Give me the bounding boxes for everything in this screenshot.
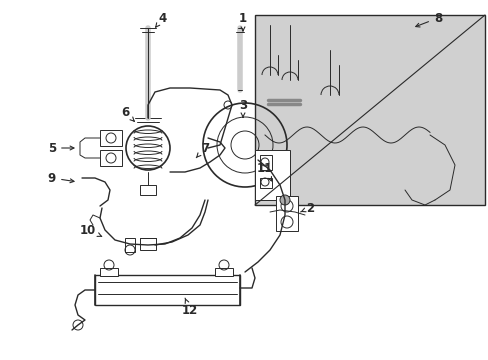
Text: 10: 10 <box>80 224 102 237</box>
Text: 1: 1 <box>239 12 246 31</box>
Text: 3: 3 <box>239 99 246 117</box>
Text: 8: 8 <box>415 12 441 27</box>
Text: 2: 2 <box>300 202 313 215</box>
Bar <box>275 196 297 231</box>
Bar <box>100 150 122 166</box>
Circle shape <box>280 195 289 205</box>
Bar <box>95 275 240 305</box>
Bar <box>254 15 484 205</box>
Text: 6: 6 <box>121 105 134 121</box>
Bar <box>215 268 232 276</box>
Bar <box>254 150 289 200</box>
Bar <box>100 130 122 146</box>
Text: 12: 12 <box>182 298 198 316</box>
Text: 11: 11 <box>256 162 273 181</box>
Text: 5: 5 <box>48 141 74 154</box>
Bar <box>125 238 135 252</box>
Bar <box>100 268 118 276</box>
Bar <box>140 185 156 195</box>
Bar <box>260 155 271 170</box>
Text: 9: 9 <box>48 171 74 185</box>
Bar <box>140 238 156 250</box>
Text: 4: 4 <box>155 12 167 27</box>
Bar <box>260 178 271 188</box>
Text: 7: 7 <box>196 141 209 158</box>
